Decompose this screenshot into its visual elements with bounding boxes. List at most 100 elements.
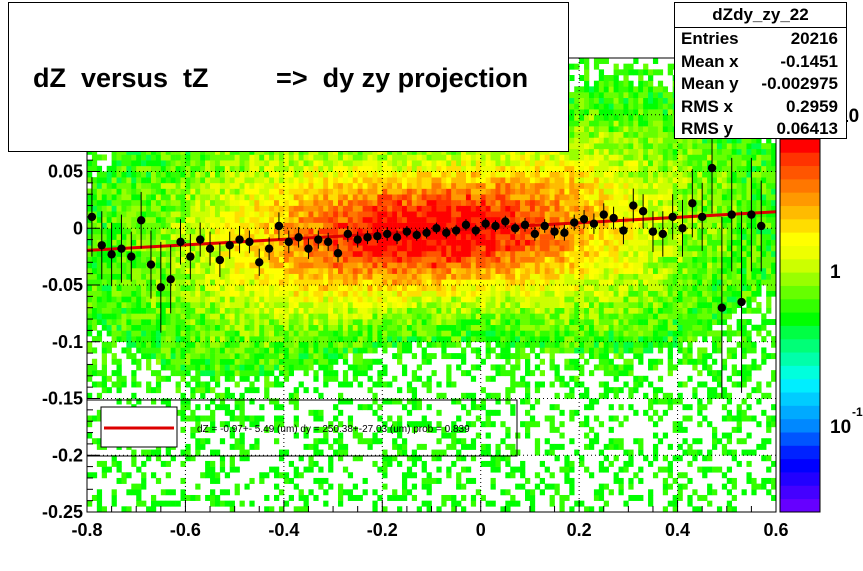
heatmap-cell [397, 154, 403, 161]
heatmap-cell [406, 455, 413, 462]
heatmap-cell [185, 216, 191, 223]
heatmap-cell [318, 182, 324, 189]
heatmap-cell [328, 250, 334, 257]
heatmap-cell [190, 199, 196, 206]
heatmap-cell [323, 500, 329, 507]
heatmap-cell [515, 307, 521, 314]
heatmap-cell [357, 194, 363, 201]
heatmap-cell [382, 205, 388, 212]
heatmap-cell [357, 250, 363, 257]
heatmap-cell [283, 353, 290, 360]
heatmap-cell [470, 364, 477, 371]
heatmap-cell [254, 290, 260, 297]
heatmap-cell [106, 216, 112, 223]
heatmap-cell [411, 285, 418, 291]
heatmap-cell [333, 313, 339, 320]
heatmap-cell [175, 409, 181, 416]
heatmap-cell [278, 290, 285, 297]
heatmap-cell [387, 307, 393, 314]
heatmap-cell [495, 262, 501, 269]
heatmap-cell [126, 205, 132, 212]
heatmap-cell [293, 182, 299, 189]
heatmap-cell [372, 211, 378, 218]
heatmap-cell [283, 285, 290, 291]
heatmap-cell [234, 160, 240, 167]
heatmap-cell [367, 336, 373, 343]
heatmap-cell [126, 489, 132, 496]
heatmap-cell [87, 307, 93, 314]
heatmap-cell [185, 415, 191, 422]
heatmap-cell [446, 353, 452, 360]
heatmap-cell [406, 313, 413, 320]
heatmap-cell [200, 290, 206, 297]
heatmap-cell [342, 449, 349, 456]
heatmap-cell [406, 489, 413, 496]
heatmap-cell [328, 466, 334, 473]
heatmap-cell [121, 347, 127, 354]
heatmap-cell [337, 199, 344, 206]
heatmap-cell [234, 415, 240, 422]
heatmap-cell [155, 233, 162, 240]
heatmap-cell [126, 290, 132, 297]
heatmap-cell [274, 199, 280, 206]
heatmap-cell [357, 245, 363, 252]
heatmap-cell [456, 177, 462, 184]
heatmap-cell [283, 358, 290, 365]
heatmap-cell [160, 262, 167, 269]
heatmap-cell [190, 364, 196, 371]
heatmap-cell [200, 313, 206, 320]
heatmap-cell [111, 290, 117, 297]
heatmap-cell [367, 279, 373, 286]
heatmap-cell [382, 330, 388, 337]
heatmap-cell [175, 330, 181, 337]
heatmap-cell [249, 194, 255, 201]
heatmap-cell [515, 188, 521, 195]
heatmap-cell [210, 160, 216, 167]
heatmap-cell [446, 171, 452, 178]
heatmap-cell [214, 273, 221, 280]
heatmap-cell [328, 313, 334, 320]
heatmap-cell [392, 313, 398, 320]
heatmap-cell [136, 336, 142, 343]
heatmap-cell [210, 302, 216, 308]
heatmap-cell [101, 313, 107, 320]
heatmap-cell [461, 211, 467, 218]
heatmap-cell [116, 324, 122, 331]
heatmap-cell [485, 160, 491, 167]
heatmap-cell [372, 330, 378, 337]
heatmap-cell [101, 506, 107, 513]
heatmap-cell [160, 307, 167, 314]
heatmap-cell [155, 154, 162, 161]
heatmap-cell [431, 262, 437, 269]
heatmap-cell [259, 160, 265, 167]
heatmap-cell [377, 250, 383, 257]
heatmap-cell [160, 279, 167, 286]
heatmap-cell [165, 199, 171, 206]
heatmap-cell [470, 302, 477, 308]
heatmap-cell [495, 466, 501, 473]
heatmap-cell [254, 387, 260, 394]
heatmap-cell [195, 205, 201, 212]
heatmap-cell [259, 250, 265, 257]
heatmap-cell [451, 239, 457, 246]
heatmap-cell [219, 313, 226, 320]
heatmap-cell [210, 285, 216, 291]
heatmap-cell [426, 165, 432, 172]
heatmap-cell [431, 319, 437, 326]
heatmap-cell [219, 353, 226, 360]
heatmap-cell [278, 160, 285, 167]
heatmap-cell [121, 160, 127, 167]
heatmap-cell [441, 154, 447, 161]
heatmap-cell [387, 296, 393, 303]
heatmap-cell [126, 239, 132, 246]
heatmap-cell [446, 250, 452, 257]
heatmap-cell [96, 336, 103, 343]
heatmap-cell [234, 307, 240, 314]
heatmap-cell [431, 341, 437, 348]
heatmap-cell [505, 302, 511, 308]
heatmap-cell [180, 341, 186, 348]
heatmap-cell [210, 188, 216, 195]
heatmap-cell [505, 233, 511, 240]
heatmap-cell [382, 177, 388, 184]
heatmap-cell [372, 239, 378, 246]
